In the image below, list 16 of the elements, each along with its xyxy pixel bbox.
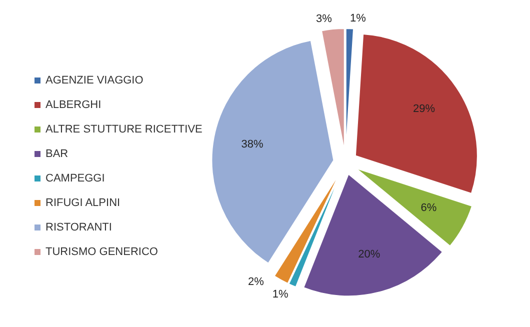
data-label: 20%: [358, 248, 380, 260]
data-label: 1%: [272, 288, 289, 301]
legend-label: ALBERGHI: [46, 99, 102, 111]
legend-label: BAR: [46, 148, 68, 160]
data-label: 6%: [420, 202, 437, 214]
data-label: 38%: [241, 138, 264, 151]
legend-label: ALTRE STUTTURE RICETTIVE: [46, 124, 202, 136]
data-label: 3%: [316, 13, 332, 26]
legend-label: TURISMO GENERICO: [46, 246, 158, 258]
legend-label: AGENZIE VIAGGIO: [46, 74, 144, 86]
data-label: 1%: [350, 12, 366, 25]
legend-label: CAMPEGGI: [46, 172, 105, 184]
legend-label: RIFUGI ALPINI: [46, 197, 120, 209]
legend-label: RISTORANTI: [46, 222, 112, 234]
data-label: 29%: [413, 103, 436, 116]
data-label: 2%: [248, 276, 264, 288]
